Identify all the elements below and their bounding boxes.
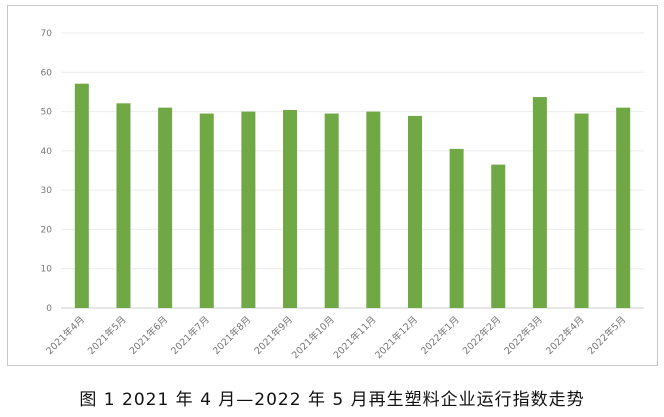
y-tick-label: 60: [41, 68, 53, 78]
bar: [366, 111, 381, 308]
x-tick-label: 2021年11月: [331, 314, 379, 362]
y-tick-label: 70: [41, 29, 53, 39]
bar: [283, 110, 298, 308]
x-tick-label: 2022年5月: [585, 314, 628, 357]
y-tick-label: 50: [41, 108, 53, 118]
bar: [241, 111, 256, 308]
x-tick-label: 2021年12月: [373, 314, 421, 362]
chart-frame: 0 10 20 30 40 50 60 70 2021年4月 2021年5月 2021年6月 202…: [7, 5, 658, 366]
x-tick-label: 2022年4月: [543, 314, 586, 357]
x-tick-label: 2021年8月: [210, 314, 253, 357]
x-tick-label: 2022年2月: [460, 314, 503, 357]
y-tick-label: 0: [46, 304, 52, 314]
bar: [616, 107, 631, 309]
bar: [532, 97, 547, 309]
bar: [407, 115, 422, 309]
x-tick-label: 2021年7月: [169, 314, 212, 357]
bar: [199, 113, 214, 309]
x-tick-label: 2021年10月: [289, 314, 337, 362]
bar: [158, 107, 173, 309]
y-axis-ticks: 0 10 20 30 40 50 60 70: [41, 29, 53, 314]
figure-caption: 图 1 2021 年 4 月—2022 年 5 月再生塑料企业运行指数走势: [79, 390, 585, 410]
bar: [574, 113, 589, 309]
bar: [116, 103, 131, 308]
gridlines: [61, 32, 644, 309]
x-tick-label: 2022年3月: [502, 314, 545, 357]
y-tick-label: 20: [41, 225, 53, 235]
x-tick-label: 2021年4月: [44, 314, 87, 357]
x-tick-label: 2021年5月: [85, 314, 128, 357]
y-tick-label: 30: [41, 186, 53, 196]
bars: [74, 83, 631, 309]
y-tick-label: 10: [41, 265, 53, 275]
bar: [74, 83, 89, 308]
bar: [324, 113, 339, 309]
bar: [449, 148, 464, 308]
x-axis-labels: 2021年4月 2021年5月 2021年6月 2021年7月 2021年8月 2021年…: [44, 314, 629, 362]
bar: [491, 164, 506, 308]
x-tick-label: 2021年9月: [252, 314, 295, 357]
x-tick-label: 2022年1月: [418, 314, 461, 357]
x-tick-label: 2021年6月: [127, 314, 170, 357]
y-tick-label: 40: [41, 147, 53, 157]
